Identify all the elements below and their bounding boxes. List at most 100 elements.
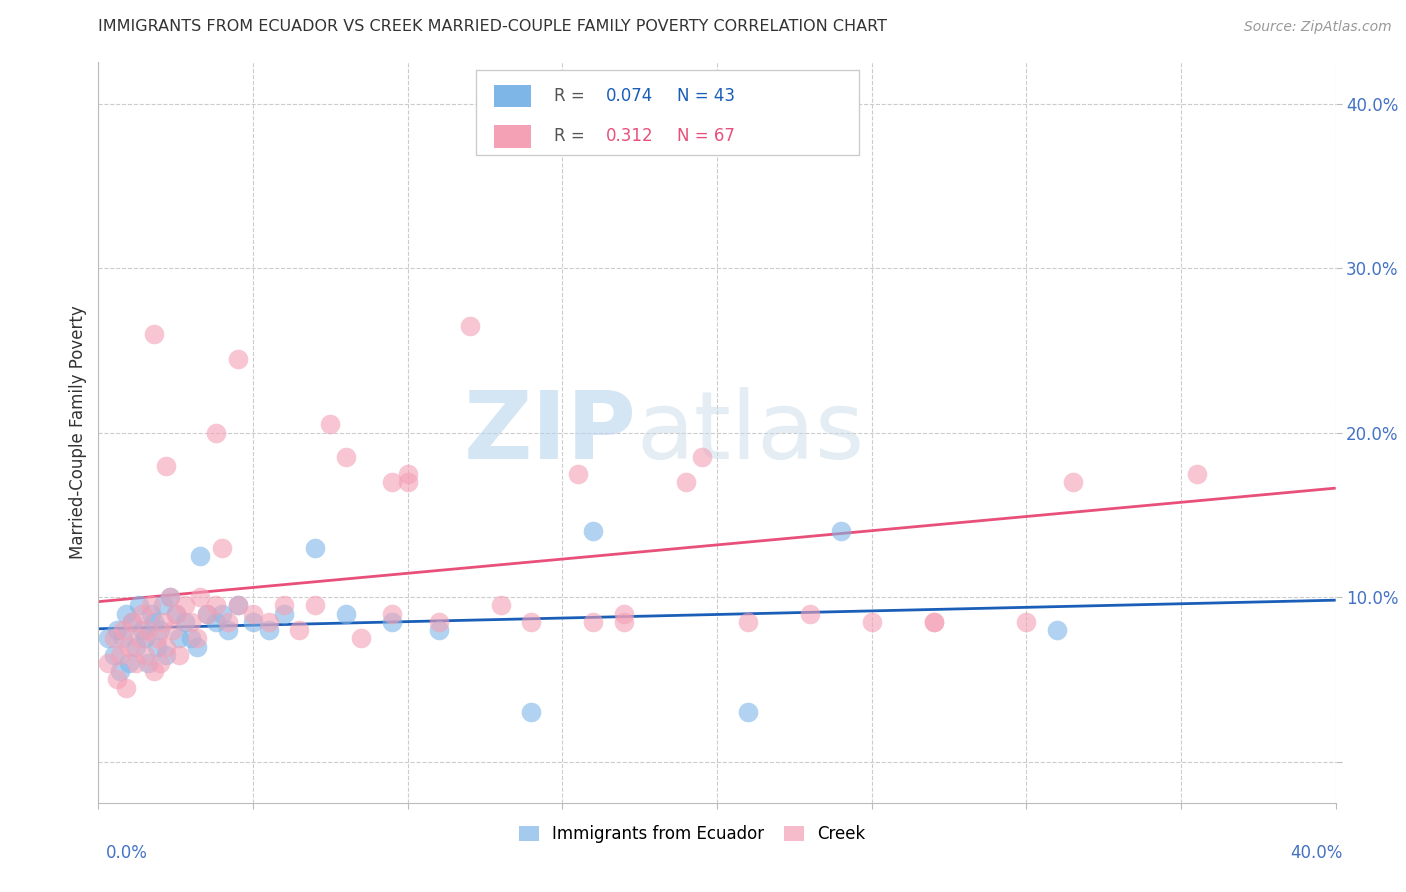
- Point: [427, 623, 450, 637]
- Point: [520, 706, 543, 720]
- Point: [149, 656, 172, 670]
- Point: [152, 615, 174, 629]
- Point: [190, 590, 212, 604]
- Point: [112, 632, 135, 646]
- Point: [205, 599, 228, 613]
- Point: [143, 615, 166, 629]
- Point: [128, 632, 150, 646]
- Point: [257, 623, 280, 637]
- Point: [520, 615, 543, 629]
- Point: [139, 607, 162, 621]
- Point: [1015, 615, 1038, 629]
- Point: [159, 590, 181, 604]
- Point: [226, 599, 249, 613]
- Point: [186, 640, 208, 654]
- Point: [167, 632, 190, 646]
- Point: [136, 623, 159, 637]
- Point: [103, 632, 125, 646]
- Point: [257, 615, 280, 629]
- Point: [582, 524, 605, 539]
- Point: [381, 475, 404, 489]
- Point: [922, 615, 945, 629]
- Point: [396, 467, 419, 481]
- Point: [180, 615, 202, 629]
- Point: [121, 615, 143, 629]
- Point: [97, 656, 120, 670]
- Point: [128, 599, 150, 613]
- FancyBboxPatch shape: [495, 85, 531, 107]
- Point: [155, 640, 177, 654]
- Point: [124, 656, 146, 670]
- Point: [211, 541, 233, 555]
- Point: [737, 706, 759, 720]
- Point: [112, 623, 135, 637]
- Point: [165, 607, 187, 621]
- Point: [217, 623, 239, 637]
- Point: [350, 632, 373, 646]
- Text: 0.0%: 0.0%: [105, 844, 148, 862]
- Point: [217, 615, 239, 629]
- Point: [124, 640, 146, 654]
- Point: [288, 623, 311, 637]
- Point: [567, 467, 589, 481]
- Point: [108, 664, 131, 678]
- Point: [304, 541, 326, 555]
- Point: [205, 425, 228, 440]
- Point: [121, 615, 143, 629]
- Text: R =: R =: [554, 87, 589, 104]
- Point: [134, 648, 156, 662]
- Point: [139, 599, 162, 613]
- Point: [273, 607, 295, 621]
- Point: [115, 681, 138, 695]
- Text: atlas: atlas: [637, 386, 865, 479]
- Point: [167, 648, 190, 662]
- Point: [134, 632, 156, 646]
- Point: [103, 648, 125, 662]
- FancyBboxPatch shape: [495, 126, 531, 147]
- Point: [226, 351, 249, 366]
- Point: [567, 129, 589, 144]
- Point: [582, 615, 605, 629]
- Point: [155, 458, 177, 473]
- Point: [118, 640, 141, 654]
- Legend: Immigrants from Ecuador, Creek: Immigrants from Ecuador, Creek: [512, 819, 873, 850]
- Point: [226, 599, 249, 613]
- Point: [180, 632, 202, 646]
- Point: [149, 623, 172, 637]
- Text: 40.0%: 40.0%: [1291, 844, 1343, 862]
- Point: [1046, 623, 1069, 637]
- Point: [273, 599, 295, 613]
- Point: [381, 607, 404, 621]
- Point: [675, 475, 697, 489]
- Point: [304, 599, 326, 613]
- Point: [205, 615, 228, 629]
- Point: [319, 417, 342, 432]
- Point: [152, 599, 174, 613]
- Point: [242, 615, 264, 629]
- Point: [335, 450, 357, 465]
- Y-axis label: Married-Couple Family Poverty: Married-Couple Family Poverty: [69, 306, 87, 559]
- Point: [159, 590, 181, 604]
- Text: N = 67: N = 67: [678, 128, 735, 145]
- Point: [799, 607, 821, 621]
- Point: [427, 615, 450, 629]
- Point: [860, 615, 883, 629]
- Point: [165, 607, 187, 621]
- Point: [195, 607, 218, 621]
- Point: [146, 640, 169, 654]
- Text: Source: ZipAtlas.com: Source: ZipAtlas.com: [1244, 21, 1392, 34]
- Point: [143, 664, 166, 678]
- Point: [105, 623, 128, 637]
- Point: [118, 656, 141, 670]
- Point: [146, 632, 169, 646]
- Point: [335, 607, 357, 621]
- Point: [143, 326, 166, 341]
- Point: [737, 615, 759, 629]
- Point: [97, 632, 120, 646]
- Point: [195, 607, 218, 621]
- Point: [131, 607, 153, 621]
- FancyBboxPatch shape: [475, 70, 859, 155]
- Point: [131, 623, 153, 637]
- Point: [242, 607, 264, 621]
- Point: [108, 648, 131, 662]
